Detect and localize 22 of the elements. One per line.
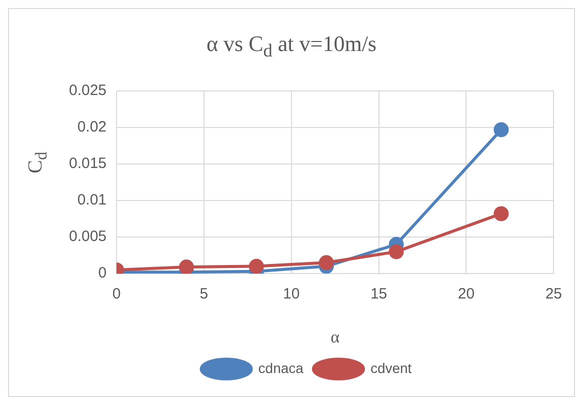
x-tick-label: 10 [283, 286, 300, 303]
y-tick-label: 0.02 [77, 118, 107, 136]
point [178, 260, 194, 274]
x-tick-label: 20 [458, 286, 475, 303]
point [318, 255, 334, 270]
point [494, 206, 509, 222]
y-tick-label: 0.015 [68, 155, 107, 172]
y-tick-label: 0.01 [77, 192, 107, 209]
chart-title: α vs C$_{d}$ at v=10m/s [205, 31, 378, 62]
legend-label: cdvent [370, 360, 412, 376]
point [494, 122, 509, 138]
y-tick-label: 0.005 [68, 228, 107, 246]
y-tick-label: 0 [98, 264, 107, 282]
legend-label: cdnaca [258, 360, 304, 376]
x-tick-label: 25 [545, 286, 562, 303]
x-axis-title: α [330, 327, 340, 346]
point [248, 258, 264, 274]
x-tick-label: 0 [112, 286, 121, 303]
x-tick-label: 15 [370, 286, 388, 303]
point [388, 244, 404, 260]
x-tick-label: 5 [200, 286, 208, 303]
y-tick-label: 0.025 [68, 82, 107, 100]
